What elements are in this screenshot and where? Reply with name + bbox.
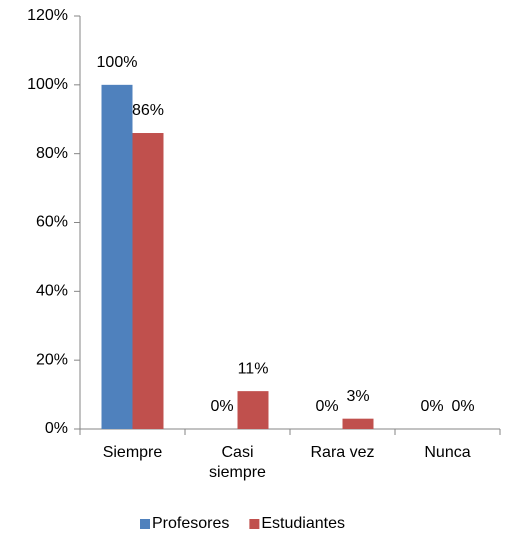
data-label: 86% — [132, 102, 164, 119]
data-label: 0% — [451, 398, 474, 415]
y-tick-label: 40% — [36, 283, 68, 300]
y-tick-label: 0% — [45, 420, 68, 437]
legend-label: Profesores — [152, 515, 229, 532]
y-tick-label: 100% — [27, 76, 68, 93]
legend-swatch — [249, 519, 260, 529]
legend-label: Estudiantes — [261, 515, 345, 532]
bar — [132, 133, 164, 429]
data-label: 0% — [210, 398, 233, 415]
y-tick-label: 80% — [36, 145, 68, 162]
x-tick-label: Nunca — [424, 444, 471, 461]
bar — [342, 418, 374, 429]
x-tick-label: Siempre — [102, 444, 163, 461]
y-tick-label: 20% — [36, 351, 68, 368]
data-label: 100% — [97, 54, 138, 71]
data-label: 11% — [238, 360, 269, 377]
data-label: 3% — [346, 388, 369, 405]
bar — [101, 84, 133, 429]
bar — [237, 391, 269, 429]
y-tick-label: 120% — [27, 7, 68, 24]
legend-swatch — [140, 519, 150, 529]
data-label: 0% — [420, 398, 443, 415]
y-tick-label: 60% — [36, 214, 68, 231]
data-label: 0% — [315, 398, 338, 415]
x-tick-label: Rara vez — [310, 444, 375, 461]
x-tick-label: Casi siempre — [209, 444, 266, 481]
